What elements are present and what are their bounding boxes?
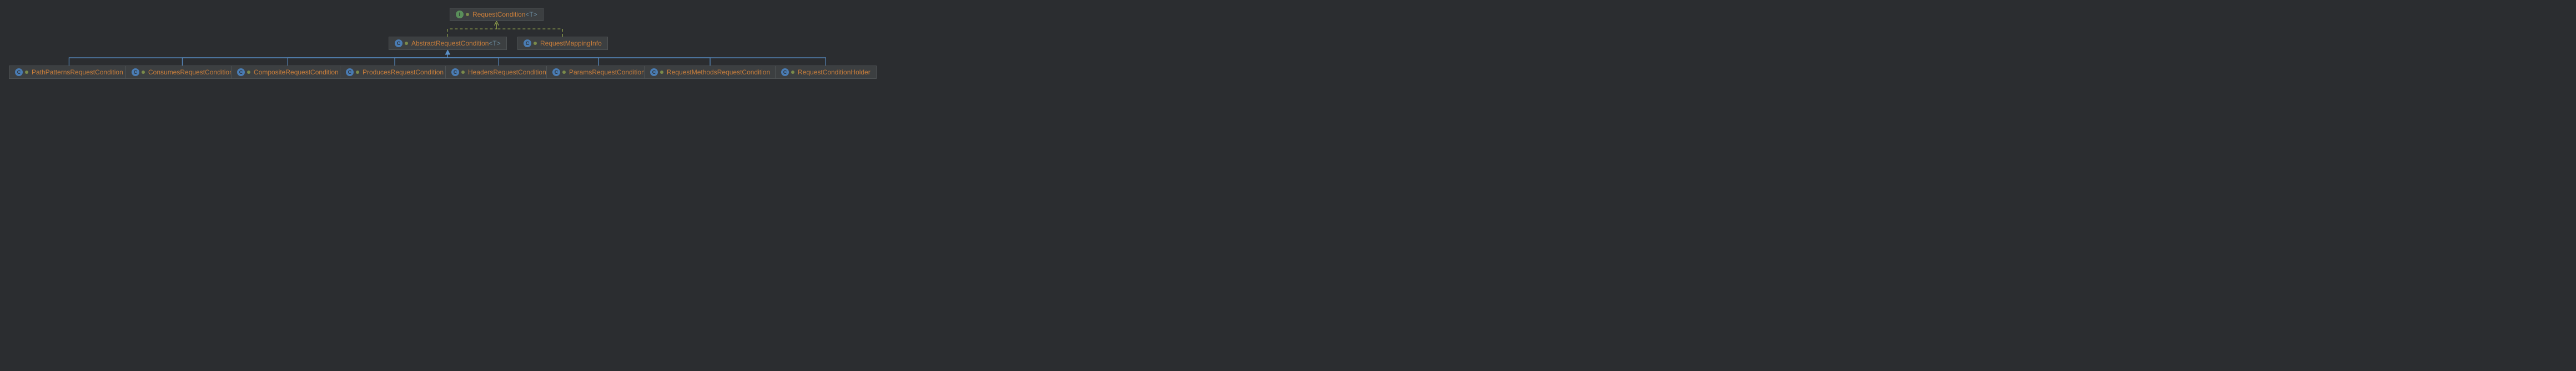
class-icon: C (524, 39, 531, 47)
node-label: CompositeRequestCondition (254, 68, 339, 76)
final-dot-icon (356, 71, 359, 74)
node-request-methods[interactable]: C RequestMethodsRequestCondition (644, 66, 776, 79)
node-request-condition[interactable]: I RequestCondition<T> (450, 8, 544, 21)
node-label: ProducesRequestCondition (363, 68, 444, 76)
final-dot-icon (247, 71, 250, 74)
node-label: RequestMethodsRequestCondition (667, 68, 770, 76)
final-dot-icon (25, 71, 28, 74)
node-composite[interactable]: C CompositeRequestCondition (231, 66, 345, 79)
class-icon: C (552, 68, 560, 76)
node-produces[interactable]: C ProducesRequestCondition (340, 66, 450, 79)
class-icon: C (346, 68, 354, 76)
class-icon: C (237, 68, 245, 76)
node-path-patterns[interactable]: C PathPatternsRequestCondition (9, 66, 129, 79)
node-headers[interactable]: C HeadersRequestCondition (445, 66, 552, 79)
node-label: RequestConditionHolder (798, 68, 871, 76)
node-params[interactable]: C ParamsRequestCondition (546, 66, 651, 79)
final-dot-icon (405, 42, 408, 45)
node-label: AbstractRequestCondition<T> (411, 39, 501, 47)
final-dot-icon (660, 71, 663, 74)
final-dot-icon (562, 71, 566, 74)
class-icon: C (451, 68, 459, 76)
node-consumes[interactable]: C ConsumesRequestCondition (125, 66, 239, 79)
final-dot-icon (791, 71, 794, 74)
final-dot-icon (461, 71, 465, 74)
node-label: HeadersRequestCondition (468, 68, 546, 76)
edges-layer (0, 0, 2576, 371)
final-dot-icon (466, 13, 469, 16)
node-label: PathPatternsRequestCondition (32, 68, 123, 76)
class-icon: C (650, 68, 658, 76)
node-request-mapping-info[interactable]: C RequestMappingInfo (517, 37, 608, 50)
final-dot-icon (142, 71, 145, 74)
node-label: ConsumesRequestCondition (148, 68, 233, 76)
class-icon: C (132, 68, 139, 76)
final-dot-icon (534, 42, 537, 45)
node-label: ParamsRequestCondition (569, 68, 645, 76)
class-icon: C (395, 39, 402, 47)
node-label: RequestMappingInfo (540, 39, 602, 47)
node-label: RequestCondition<T> (472, 11, 537, 18)
interface-icon: I (456, 11, 464, 18)
class-icon: C (15, 68, 23, 76)
class-icon: C (781, 68, 789, 76)
node-abstract-request-condition[interactable]: C AbstractRequestCondition<T> (389, 37, 507, 50)
node-condition-holder[interactable]: C RequestConditionHolder (775, 66, 877, 79)
